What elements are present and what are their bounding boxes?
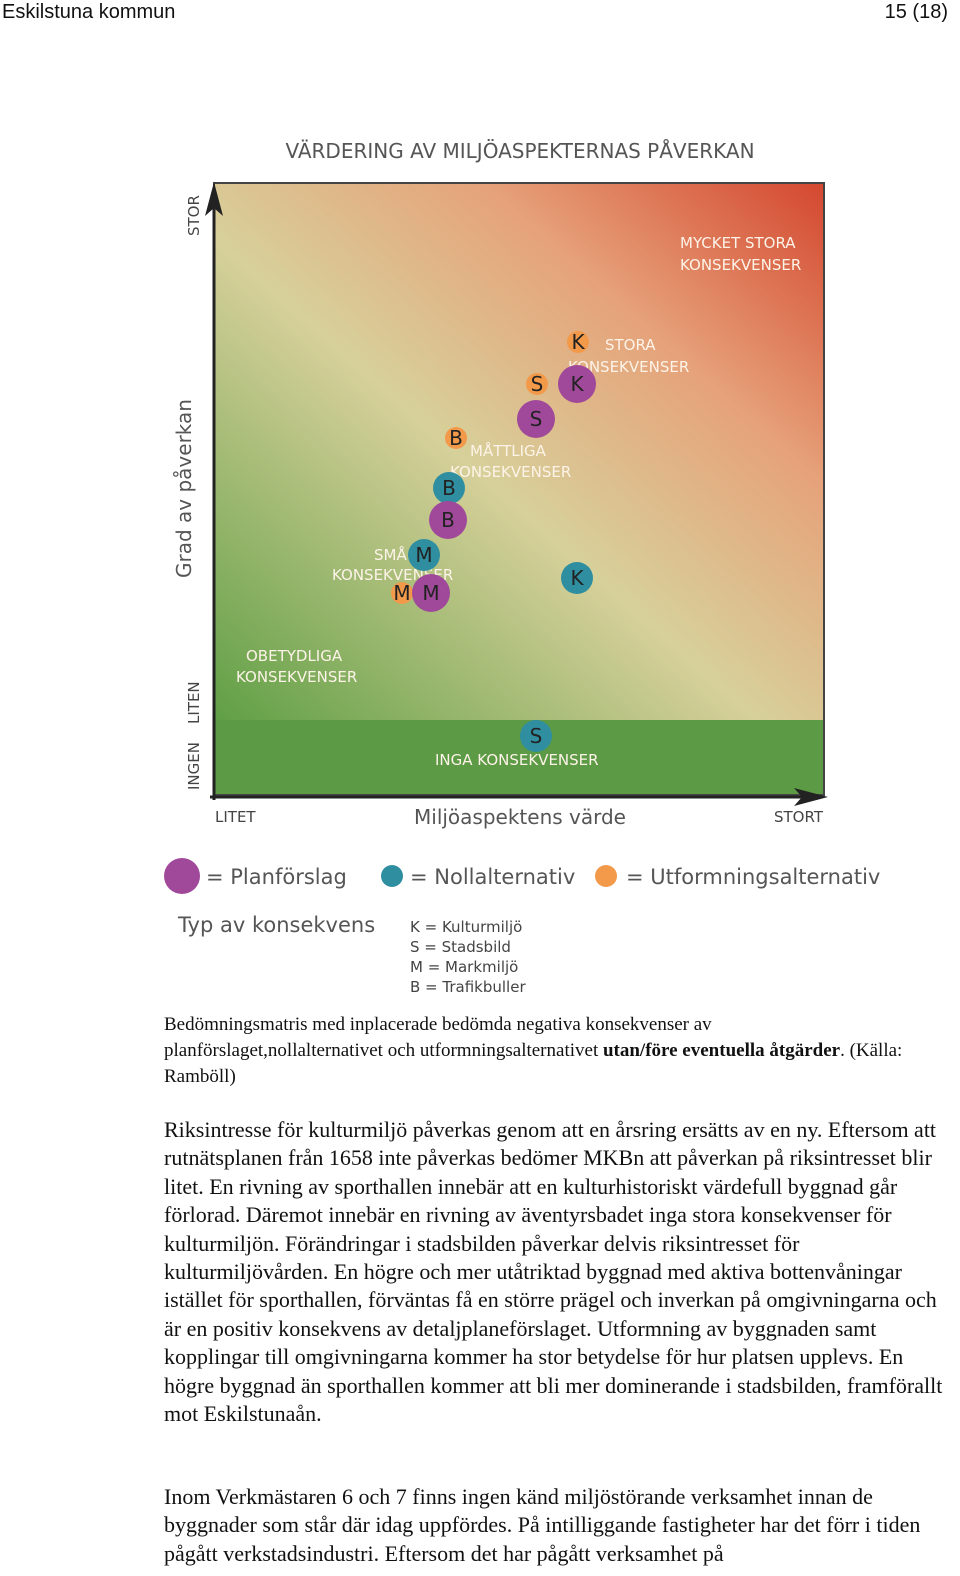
marker-letter: M: [415, 543, 432, 567]
matrix-area: [214, 183, 824, 723]
marker-letter: B: [441, 508, 455, 532]
zone-sma-line1: SMÅ: [374, 545, 407, 564]
y-ingen-label: INGEN: [185, 742, 203, 790]
zone-obetydliga-line2: KONSEKVENSER: [236, 668, 357, 686]
legend-utformning-label: = Utformningsalternativ: [626, 865, 880, 889]
type-stadsbild: S = Stadsbild: [410, 938, 511, 956]
marker-letter: B: [449, 426, 463, 450]
marker-planforslag-m: [412, 574, 450, 612]
legend-planforslag-swatch: [164, 858, 200, 894]
header-page-number: 15 (18): [884, 1, 948, 23]
marker-letter: B: [442, 476, 456, 500]
zone-stora-line2: KONSEKVENSER: [568, 358, 689, 376]
zone-mycket-stora-line2: KONSEKVENSER: [680, 256, 801, 274]
y-top-label: STOR: [185, 195, 203, 236]
type-title: Typ av konsekvens: [177, 913, 375, 937]
marker-letter: K: [571, 330, 585, 354]
legend-planforslag-label: = Planförslag: [206, 865, 347, 889]
marker-letter: S: [531, 372, 544, 396]
marker-nollalternativ-s: [520, 720, 552, 752]
marker-letter: M: [393, 581, 410, 605]
legend-utformning-swatch: [595, 865, 617, 887]
marker-letter: K: [570, 566, 584, 590]
type-kulturmiljo: K = Kulturmiljö: [410, 918, 522, 936]
zone-mattliga-line1: MÅTTLIGA: [470, 441, 547, 460]
type-trafikbuller: B = Trafikbuller: [410, 978, 526, 996]
caption-source: . (Källa: Ramböll): [164, 1040, 903, 1087]
y-liten-label: LITEN: [185, 681, 203, 724]
caption-bold: utan/före eventuella åtgärder: [602, 1040, 841, 1061]
marker-letter: S: [530, 407, 543, 431]
marker-nollalternativ-k: [561, 562, 593, 594]
marker-planforslag-k: [558, 365, 596, 403]
x-left-label: LITET: [215, 808, 256, 826]
marker-letter: K: [570, 372, 584, 396]
x-axis-label: Miljöaspektens värde: [414, 805, 626, 829]
legend-nollalternativ-swatch: [381, 865, 403, 887]
figure-title: VÄRDERING AV MILJÖASPEKTERNAS PÅVERKAN: [285, 139, 754, 163]
zone-inga: INGA KONSEKVENSER: [435, 751, 599, 769]
zone-mycket-stora-line1: MYCKET STORA: [680, 234, 796, 252]
y-axis-label: Grad av påverkan: [172, 399, 196, 578]
marker-letter: M: [422, 581, 439, 605]
legend-nollalternativ-label: = Nollalternativ: [410, 865, 575, 889]
marker-utformning-s: [526, 373, 548, 395]
marker-utformning-k: [567, 331, 589, 353]
marker-letter: S: [530, 724, 543, 748]
marker-planforslag-s: [517, 400, 555, 438]
marker-planforslag-b: [429, 501, 467, 539]
zone-stora-line1: STORA: [605, 336, 656, 354]
marker-nollalternativ-b: [433, 472, 465, 504]
zone-mattliga-line2: KONSEKVENSER: [450, 463, 571, 481]
paragraph-kulturmiljo: Riksintresse för kulturmiljö påverkas ge…: [164, 1117, 943, 1427]
figure-caption: Bedömningsmatris med inplacerade bedömda…: [164, 1012, 924, 1090]
marker-utformning-m: [391, 582, 413, 604]
x-axis-arrow: [794, 788, 828, 806]
paragraph-verksamhet: Inom Verkmästaren 6 och 7 finns ingen kä…: [164, 1484, 921, 1566]
type-markmiljo: M = Markmiljö: [410, 958, 518, 976]
impact-matrix-figure: VÄRDERING AV MILJÖASPEKTERNAS PÅVERKAN S…: [164, 139, 880, 996]
y-axis-arrow: [205, 182, 223, 216]
marker-utformning-b: [445, 427, 467, 449]
zone-obetydliga-line1: OBETYDLIGA: [246, 647, 343, 665]
legend: = Planförslag = Nollalternativ = Utformn…: [164, 858, 880, 894]
caption-text: Bedömningsmatris med inplacerade bedömda…: [164, 1014, 712, 1061]
header-organization: Eskilstuna kommun: [2, 1, 176, 23]
no-impact-band: [214, 720, 824, 795]
marker-nollalternativ-m: [408, 539, 440, 571]
x-right-label: STORT: [774, 808, 824, 826]
